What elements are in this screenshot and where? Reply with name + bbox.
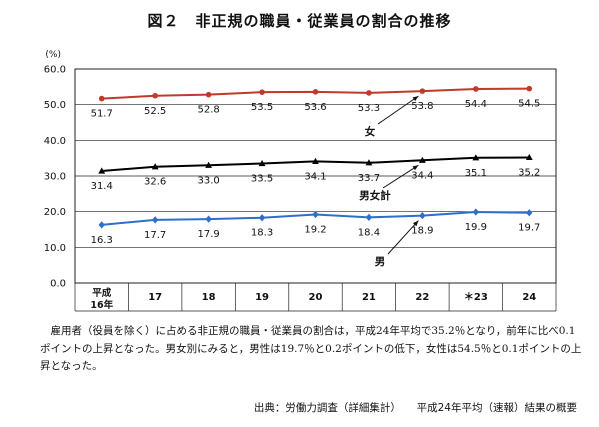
x-tick-label: 22 — [415, 292, 429, 303]
data-label: 33.0 — [197, 175, 219, 186]
x-tick-label: 17 — [148, 292, 162, 303]
callout-arrowhead — [412, 165, 419, 171]
series-name-label: 男女計 — [359, 189, 391, 202]
x-tick-label: 21 — [362, 292, 376, 303]
data-point — [473, 86, 479, 92]
x-tick-label: 平成 — [92, 287, 112, 299]
data-label: 18.3 — [251, 228, 273, 239]
data-point — [312, 210, 319, 219]
data-label: 51.7 — [91, 109, 113, 120]
data-point — [258, 214, 266, 222]
data-point — [151, 216, 159, 224]
data-label: 32.6 — [144, 177, 166, 188]
callout-arrow — [382, 164, 419, 189]
data-label: 54.5 — [518, 99, 540, 110]
x-tick-label: 20 — [309, 292, 323, 303]
data-label: 33.5 — [251, 174, 273, 185]
data-label: 34.1 — [304, 171, 326, 182]
data-label: 19.9 — [465, 222, 487, 233]
y-tick-label: 40.0 — [44, 136, 66, 147]
data-point — [472, 208, 480, 216]
y-tick-label: 0.0 — [50, 279, 66, 290]
data-label: 17.7 — [144, 230, 166, 241]
data-point — [205, 91, 212, 98]
x-tick-label: 24 — [522, 292, 536, 303]
y-tick-label: 10.0 — [44, 243, 66, 254]
data-point — [152, 92, 158, 99]
y-tick-label: 50.0 — [44, 100, 66, 111]
y-axis-unit: (%) — [45, 50, 61, 60]
data-point — [419, 211, 426, 220]
data-label: 35.1 — [465, 168, 487, 179]
data-point — [418, 156, 426, 163]
chart-title: 図２ 非正規の職員・従業員の割合の推移 — [147, 12, 452, 30]
data-label: 35.2 — [518, 167, 540, 178]
data-label: 19.2 — [304, 225, 326, 236]
data-label: 18.9 — [411, 226, 433, 237]
data-label: 52.5 — [144, 106, 166, 117]
callout-arrow — [377, 95, 419, 125]
data-label: 53.8 — [411, 101, 433, 112]
data-point — [526, 209, 533, 217]
x-tick-label: 18 — [202, 292, 216, 303]
data-label: 34.4 — [411, 170, 433, 181]
data-point — [151, 163, 159, 170]
data-point — [526, 85, 533, 92]
callout-arrow — [387, 220, 419, 255]
caption-text: 雇用者（役員を除く）に占める非正規の職員・従業員の割合は，平成24年平均で35.… — [40, 325, 582, 372]
data-point — [205, 215, 212, 223]
data-point — [259, 89, 265, 95]
data-point — [472, 154, 480, 161]
data-point — [205, 161, 213, 168]
data-label: 54.4 — [465, 99, 487, 110]
data-point — [312, 157, 319, 164]
y-tick-label: 60.0 — [44, 65, 66, 76]
data-label: 33.7 — [358, 173, 380, 184]
data-point — [98, 95, 105, 102]
data-label: 52.8 — [197, 105, 219, 116]
data-label: 53.5 — [251, 102, 273, 113]
data-point — [525, 153, 533, 161]
x-tick-label: ＊23 — [464, 291, 488, 303]
callout-arrowhead — [412, 96, 419, 102]
series-name-label: 女 — [365, 125, 376, 138]
data-point — [312, 89, 319, 95]
data-label: 53.6 — [304, 102, 326, 113]
data-point — [365, 159, 373, 166]
data-label: 53.3 — [358, 103, 380, 114]
data-label: 16.3 — [91, 235, 113, 246]
data-point — [419, 88, 426, 94]
x-tick-label: 19 — [255, 292, 269, 303]
y-tick-label: 30.0 — [44, 172, 66, 183]
data-point — [98, 167, 106, 174]
data-label: 19.7 — [518, 223, 540, 234]
callout-arrowhead — [412, 220, 419, 227]
chart-caption: 雇用者（役員を除く）に占める非正規の職員・従業員の割合は，平成24年平均で35.… — [40, 323, 585, 376]
data-point — [98, 221, 105, 229]
x-tick-label: 16年 — [90, 299, 113, 311]
series-name-label: 男 — [375, 256, 386, 268]
source-note: 出典：労働力調査（詳細集計） 平成24年平均（速報）結果の概要 — [253, 402, 577, 414]
data-point — [366, 90, 372, 96]
data-label: 17.9 — [197, 229, 219, 240]
data-point — [258, 159, 266, 167]
data-label: 18.4 — [358, 227, 380, 238]
data-point — [365, 213, 373, 221]
y-tick-label: 20.0 — [44, 207, 66, 218]
data-label: 31.4 — [91, 181, 113, 192]
